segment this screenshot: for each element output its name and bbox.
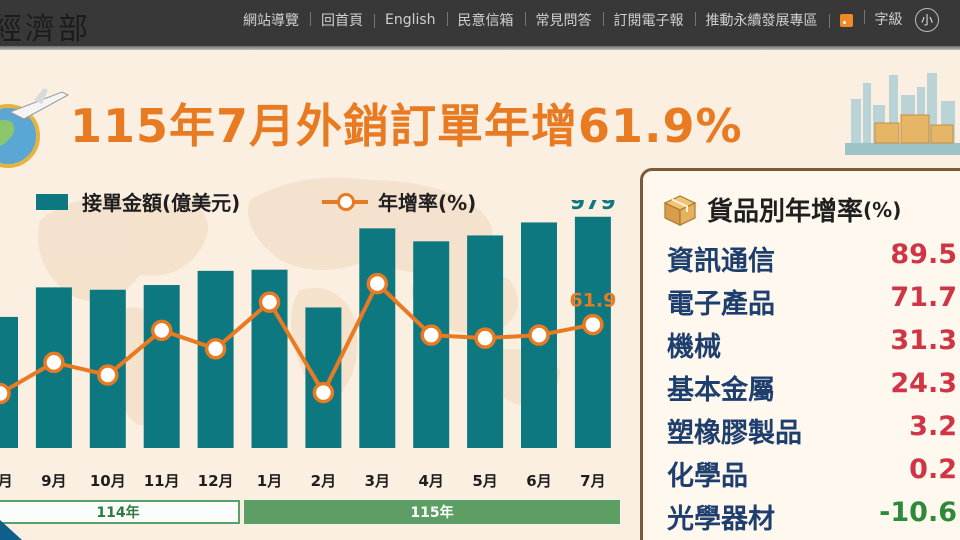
product-growth-value: 3.2 xyxy=(909,411,957,442)
header-divider xyxy=(0,46,960,50)
x-tick-label-9: 5月 xyxy=(472,472,497,490)
nav-english[interactable]: English xyxy=(373,12,447,28)
font-size-control: 字級 小 xyxy=(863,8,950,32)
legend-growth-rate: 年增率(%) xyxy=(322,187,476,216)
site-logo[interactable]: 經濟部 xyxy=(0,12,91,46)
site-header: 經濟部 網站導覽 回首頁 English 民意信箱 常見問答 訂閱電子報 推動永… xyxy=(0,0,960,46)
product-growth-value: 0.2 xyxy=(909,454,957,485)
product-row: 資訊通信 89.5 xyxy=(667,239,960,279)
rate-point-8 xyxy=(420,324,442,346)
panel-title-text: 貨品別年增率 xyxy=(707,197,864,227)
product-category: 光學器材 xyxy=(667,504,775,535)
product-growth-value: -10.6 xyxy=(879,497,957,528)
nav-home[interactable]: 回首頁 xyxy=(309,10,374,30)
product-growth-value: 71.7 xyxy=(890,282,957,313)
product-growth-value: 89.5 xyxy=(890,239,957,270)
legend-order-value: 接單金額(億美元) xyxy=(36,187,240,216)
package-icon xyxy=(663,194,697,226)
x-tick-label-7: 3月 xyxy=(365,472,390,490)
product-row: 塑橡膠製品 3.2 xyxy=(667,411,960,451)
nav-faq[interactable]: 常見問答 xyxy=(524,10,603,30)
rate-point-0 xyxy=(0,382,11,405)
rate-point-4 xyxy=(204,338,227,360)
x-tick-label-3: 11月 xyxy=(144,472,180,490)
globe-airplane-icon xyxy=(0,88,70,168)
bar-3 xyxy=(143,285,180,448)
legend-line-swatch xyxy=(322,192,368,211)
export-orders-infographic: 115年7月外銷訂單年增61.9% 接單金額(億美元) 年增率(%) 8月9月1… xyxy=(0,50,960,540)
x-tick-label-10: 6月 xyxy=(526,472,551,490)
bar-value-label: 979 xyxy=(570,200,616,215)
rate-point-1 xyxy=(43,351,65,374)
product-row: 機械 31.3 xyxy=(667,325,960,365)
x-tick-label-2: 10月 xyxy=(90,472,126,490)
product-category: 機械 xyxy=(667,332,721,363)
font-size-label: 字級 xyxy=(874,12,903,28)
x-tick-label-6: 2月 xyxy=(311,472,336,490)
product-growth-panel: 貨品別年增率 (%) 資訊通信 89.5 電子產品 71.7 機械 31.3 基本金屬 24.3… xyxy=(640,168,960,540)
product-category: 化學品 xyxy=(667,461,748,492)
product-category: 塑橡膠製品 xyxy=(667,418,802,449)
nav-mailbox[interactable]: 民意信箱 xyxy=(446,10,525,30)
headline-year-month: 115年7月 xyxy=(70,99,297,153)
rate-point-11 xyxy=(582,313,604,336)
rss-link[interactable] xyxy=(828,12,864,28)
headline-growth-rate: 年增61.9% xyxy=(484,99,743,153)
product-row: 化學品 0.2 xyxy=(667,454,960,494)
panel-title-unit: (%) xyxy=(863,197,902,222)
bar-7 xyxy=(359,228,396,448)
nav-newsletter[interactable]: 訂閱電子報 xyxy=(602,10,695,30)
bar-0 xyxy=(0,316,18,448)
period-bar-115: 115年 xyxy=(244,500,620,524)
bar-6 xyxy=(305,307,342,448)
product-row: 基本金屬 24.3 xyxy=(667,368,960,408)
rate-value-label: 61.9 xyxy=(569,290,616,312)
legend-bar-swatch xyxy=(36,193,68,210)
headline-topic: 外銷訂單 xyxy=(296,99,485,153)
headline: 115年7月外銷訂單年增61.9% xyxy=(70,90,743,156)
rate-point-5 xyxy=(258,291,281,313)
panel-title: 貨品別年增率 (%) xyxy=(663,191,901,228)
corner-decoration xyxy=(0,520,22,540)
x-tick-label-1: 9月 xyxy=(41,472,66,490)
period-bar-114: 114年 xyxy=(0,500,240,524)
product-growth-value: 31.3 xyxy=(890,325,957,356)
product-category: 基本金屬 xyxy=(667,375,775,406)
legend-bar-label: 接單金額(億美元) xyxy=(82,191,241,215)
orders-chart: 8月 9月 10月 11月 12月 1月 2月 3月 4月 5月 6月 7月 979 61.9 xyxy=(0,200,616,490)
x-tick-label-4: 12月 xyxy=(198,472,234,490)
nav-sitemap[interactable]: 網站導覽 xyxy=(242,13,299,29)
top-navigation: 網站導覽 回首頁 English 民意信箱 常見問答 訂閱電子報 推動永續發展專… xyxy=(232,8,950,32)
product-growth-value: 24.3 xyxy=(890,368,957,399)
legend-line-label: 年增率(%) xyxy=(378,191,477,215)
rate-point-3 xyxy=(150,319,173,342)
x-tick-label-8: 4月 xyxy=(418,472,443,490)
rate-point-10 xyxy=(528,324,550,346)
x-tick-label-0: 8月 xyxy=(0,472,13,490)
product-category: 資訊通信 xyxy=(667,246,775,277)
rate-point-9 xyxy=(474,327,496,349)
font-size-small-button[interactable]: 小 xyxy=(915,8,939,32)
x-tick-label-11: 7月 xyxy=(580,472,605,490)
rate-point-7 xyxy=(366,272,389,295)
product-category: 電子產品 xyxy=(667,289,775,320)
city-skyline-illustration xyxy=(845,73,960,155)
product-row: 電子產品 71.7 xyxy=(667,282,960,322)
growth-rate-line xyxy=(0,281,594,396)
x-tick-label-5: 1月 xyxy=(257,472,282,490)
rss-icon xyxy=(839,13,853,27)
nav-sustainability[interactable]: 推動永續發展專區 xyxy=(694,10,829,30)
product-row: 光學器材 -10.6 xyxy=(667,497,960,537)
rate-point-2 xyxy=(97,364,119,386)
rate-point-6 xyxy=(312,381,335,404)
